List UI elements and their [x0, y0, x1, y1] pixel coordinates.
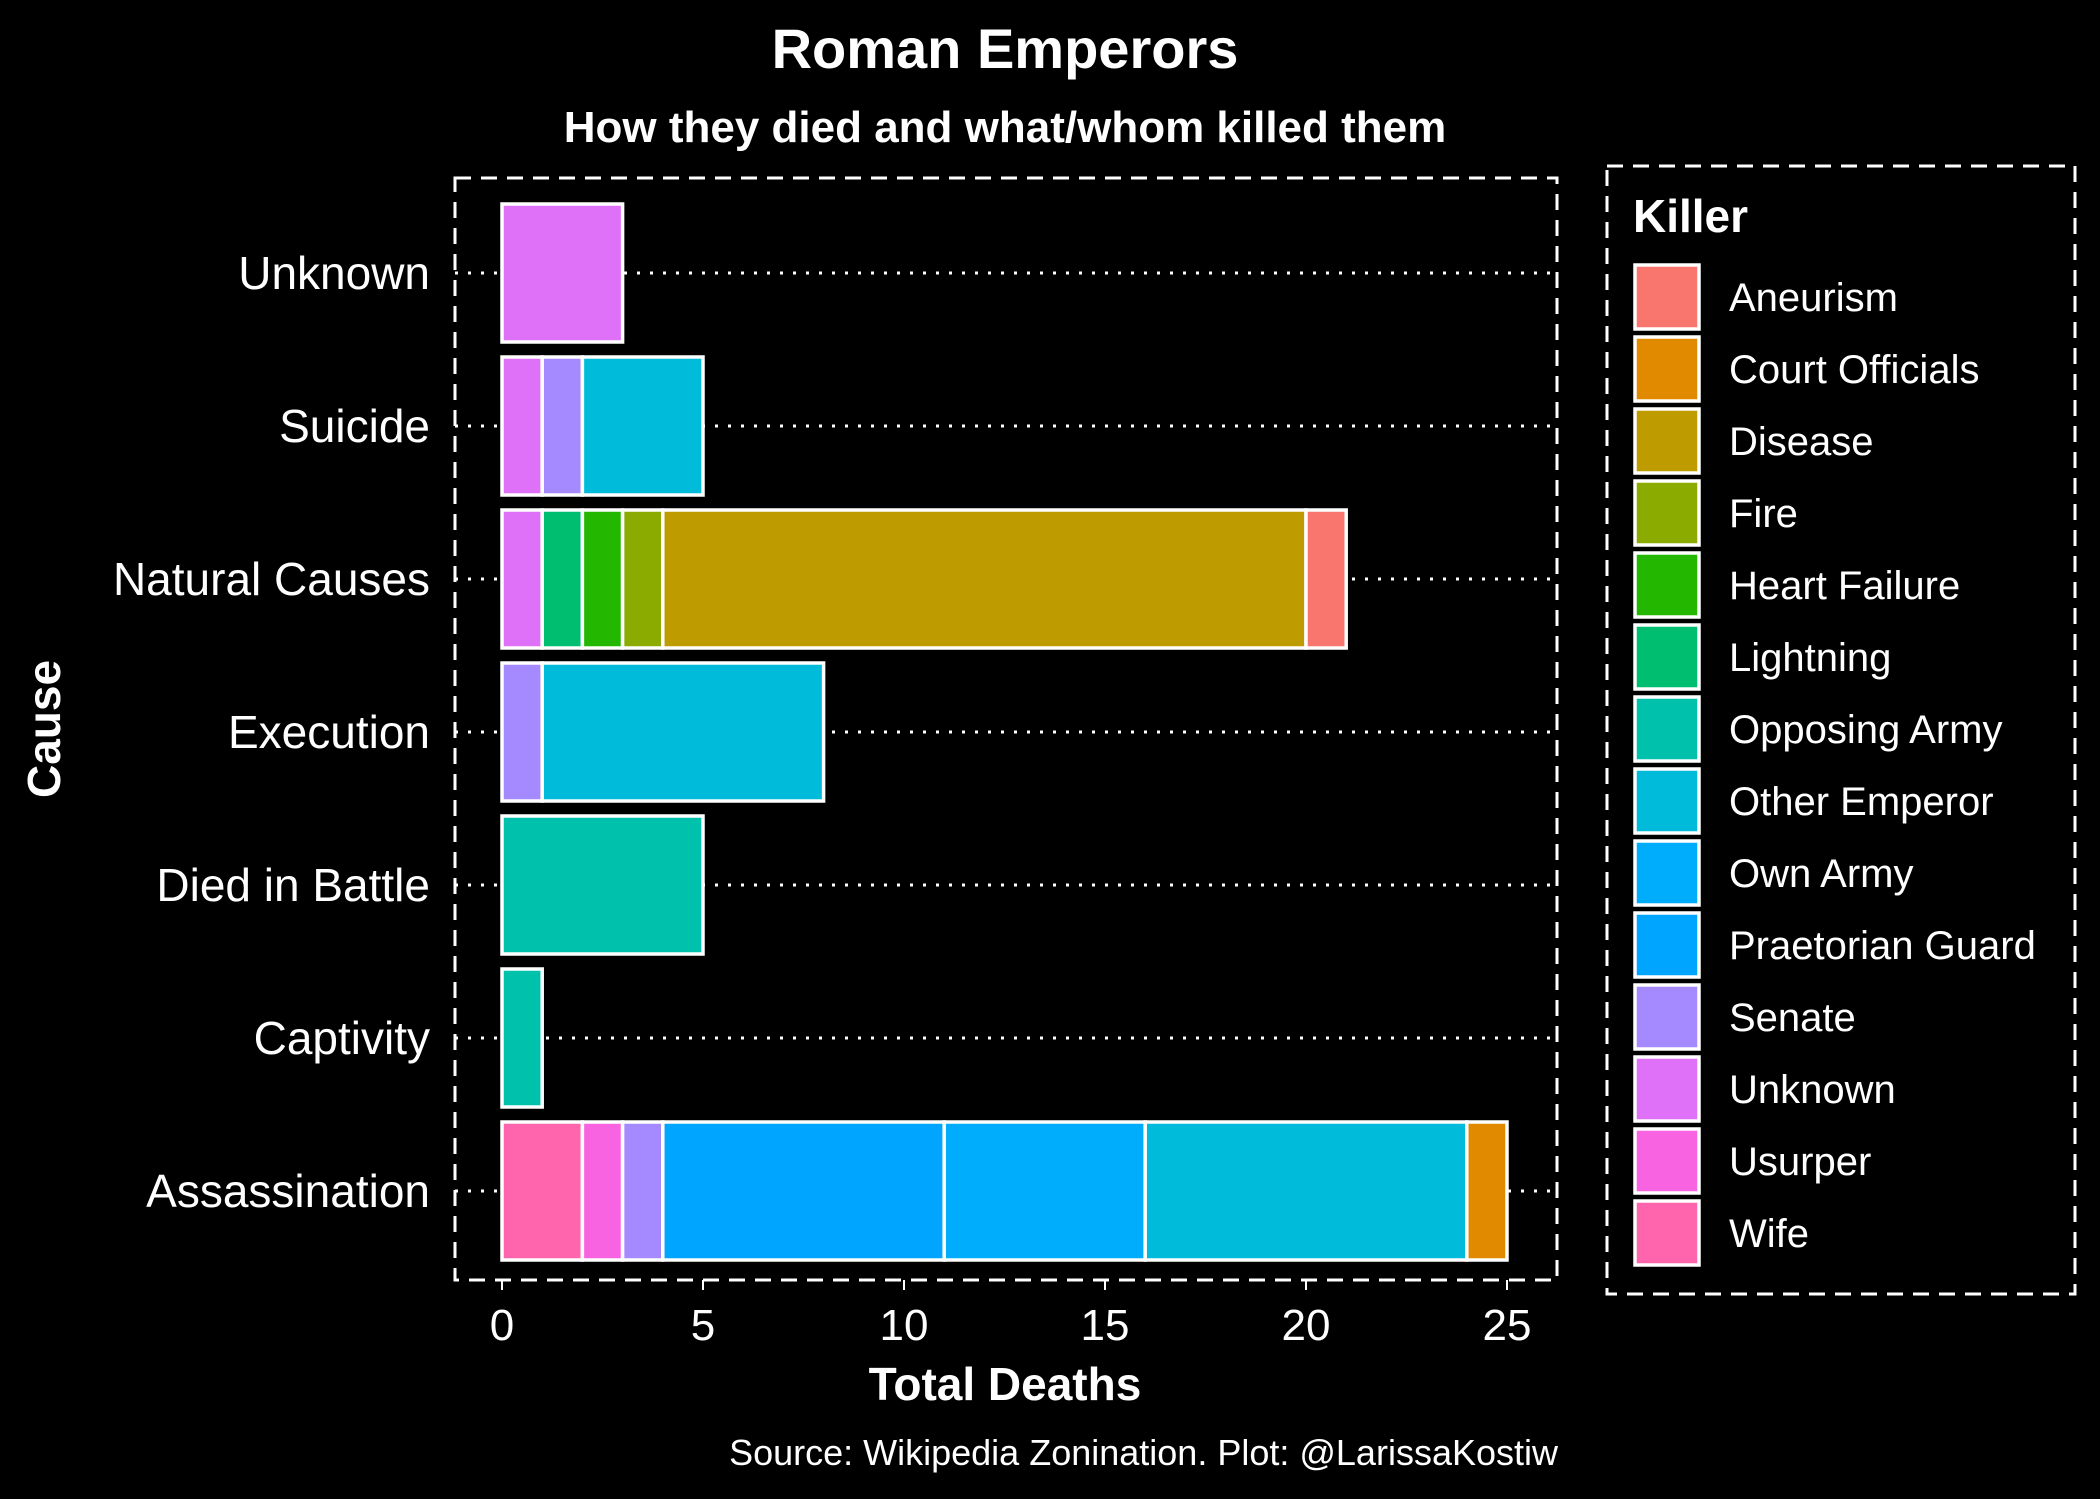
- bar-segment: [580, 508, 625, 650]
- y-tick-label: Captivity: [254, 1012, 430, 1064]
- legend-swatch: [1633, 695, 1701, 763]
- bar-segment: [500, 1120, 585, 1262]
- bar-segment: [1143, 1120, 1469, 1262]
- x-axis-ticks: 0 5 10 15 20 25: [490, 1280, 1532, 1350]
- legend-label: Aneurism: [1729, 276, 1898, 320]
- x-tick-label: 25: [1483, 1301, 1532, 1350]
- legend-swatch: [1633, 767, 1701, 835]
- x-tick-label: 10: [880, 1301, 929, 1350]
- legend-swatch: [1633, 839, 1701, 907]
- legend-swatch: [1633, 1055, 1701, 1123]
- legend-label: Senate: [1729, 996, 1856, 1040]
- legend-swatch: [1633, 551, 1701, 619]
- y-tick-label: Suicide: [279, 400, 430, 452]
- y-tick-label: Assassination: [146, 1165, 430, 1217]
- chart-title: Roman Emperors: [772, 17, 1239, 80]
- legend-title: Killer: [1633, 190, 1748, 242]
- legend-label: Heart Failure: [1729, 564, 1960, 608]
- bar-segment: [942, 1120, 1147, 1262]
- legend-label: Wife: [1729, 1212, 1809, 1256]
- legend-swatch: [1633, 983, 1701, 1051]
- legend-swatch: [1633, 407, 1701, 475]
- legend-label: Disease: [1729, 420, 1874, 464]
- legend-label: Own Army: [1729, 852, 1913, 896]
- y-axis-title: Cause: [18, 660, 70, 798]
- x-tick-label: 5: [691, 1301, 715, 1350]
- bar-segment: [540, 661, 826, 803]
- legend-swatch: [1633, 335, 1701, 403]
- bar-segment: [540, 508, 585, 650]
- bar-segment: [580, 1120, 625, 1262]
- legend-swatch: [1633, 479, 1701, 547]
- bars: [500, 202, 1509, 1262]
- y-tick-label: Natural Causes: [113, 553, 430, 605]
- legend-label: Opposing Army: [1729, 708, 2002, 752]
- bar-segment: [500, 202, 625, 344]
- bar-segment: [1465, 1120, 1509, 1262]
- legend-label: Fire: [1729, 492, 1798, 536]
- legend-label: Unknown: [1729, 1068, 1896, 1112]
- legend-label: Lightning: [1729, 636, 1891, 680]
- bar-segment: [500, 508, 544, 650]
- bar-segment: [620, 1120, 665, 1262]
- x-axis-title: Total Deaths: [869, 1358, 1142, 1410]
- chart-caption: Source: Wikipedia Zonination. Plot: @Lar…: [729, 1432, 1559, 1473]
- y-tick-label: Execution: [228, 706, 430, 758]
- legend-border: [1605, 164, 2077, 1296]
- y-tick-label: Died in Battle: [156, 859, 430, 911]
- bar-segment: [1304, 508, 1348, 650]
- legend-label: Court Officials: [1729, 348, 1979, 392]
- legend-label: Praetorian Guard: [1729, 924, 2036, 968]
- legend-swatch: [1633, 911, 1701, 979]
- x-tick-label: 0: [490, 1301, 514, 1350]
- bar-segment: [500, 355, 544, 497]
- y-axis-labels: Unknown Suicide Natural Causes Execution Die…: [113, 247, 430, 1217]
- bar-segment: [500, 967, 544, 1109]
- bar-segment: [661, 1120, 946, 1262]
- bar-segment: [540, 355, 585, 497]
- bar-segment: [580, 355, 705, 497]
- legend-swatch: [1633, 1127, 1701, 1195]
- bar-segment: [500, 814, 705, 956]
- bar-segment: [500, 661, 544, 803]
- chart-subtitle: How they died and what/whom killed them: [564, 103, 1447, 152]
- x-tick-label: 20: [1282, 1301, 1331, 1350]
- legend-swatch: [1633, 1199, 1701, 1267]
- legend-label: Usurper: [1729, 1140, 1871, 1184]
- bar-segment: [661, 508, 1308, 650]
- bar-segment: [620, 508, 665, 650]
- plot-panel-border: [453, 176, 1559, 1282]
- y-tick-label: Unknown: [238, 247, 430, 299]
- legend-swatch: [1633, 623, 1701, 691]
- x-tick-label: 15: [1081, 1301, 1130, 1350]
- legend-swatch: [1633, 263, 1701, 331]
- legend: Aneurism Court Officials Disease Fire Heart …: [1633, 263, 2036, 1267]
- legend-label: Other Emperor: [1729, 780, 1994, 824]
